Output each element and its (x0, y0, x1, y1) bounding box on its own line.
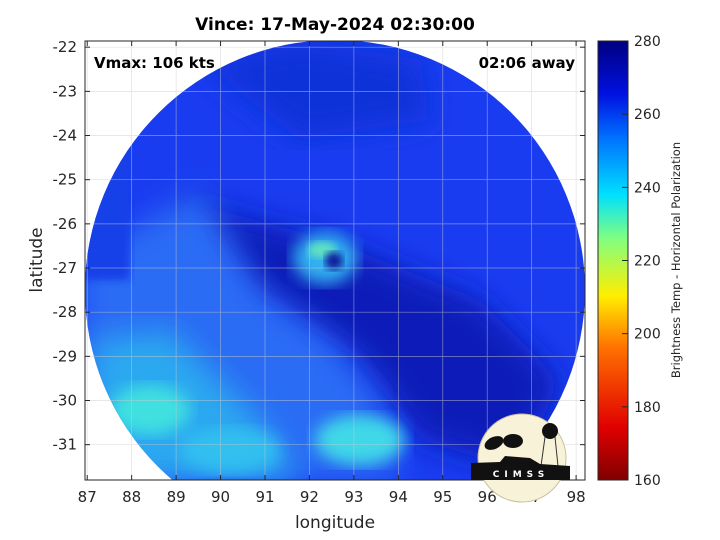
y-tick-label: -23 (53, 82, 78, 100)
colorbar-tick-label: 240 (634, 180, 661, 196)
colorbar-label: Brightness Temp - Horizontal Polarizatio… (669, 142, 683, 378)
colorbar-tick-label: 160 (634, 473, 661, 489)
y-tick-label: -30 (53, 392, 78, 410)
x-tick-label: 87 (78, 488, 97, 506)
x-tick-label: 88 (122, 488, 141, 506)
y-tick-label: -28 (53, 303, 78, 321)
y-tick-label: -29 (53, 347, 78, 365)
x-tick-label: 94 (389, 488, 408, 506)
x-axis-label: longitude (295, 513, 375, 533)
colorbar-tick-label: 220 (634, 254, 661, 270)
axes-box (84, 40, 586, 481)
colorbar-ticks: 160 180 200 220 240 260 280 (622, 34, 661, 489)
y-tick-label: -24 (53, 127, 78, 145)
time-away-annotation: 02:06 away (479, 54, 576, 72)
x-tick-label: 96 (478, 488, 497, 506)
y-tick-label: -26 (53, 215, 78, 233)
colorbar-tick-label: 180 (634, 400, 661, 416)
x-tick-label: 95 (433, 488, 452, 506)
colorbar-tick-label: 200 (634, 327, 661, 343)
satellite-image (85, 41, 585, 480)
x-tick-label: 93 (344, 488, 363, 506)
plot-title: Vince: 17-May-2024 02:30:00 (195, 15, 475, 35)
y-tick-label: -25 (53, 171, 78, 189)
y-tick-label: -22 (53, 38, 78, 56)
y-tick-label: -31 (53, 436, 78, 454)
colorbar-tick-label: 260 (634, 107, 661, 123)
cimss-logo: CIMSS (471, 413, 570, 503)
y-tick-label: -27 (53, 259, 78, 277)
x-tick-label: 89 (167, 488, 186, 506)
x-tick-label: 92 (300, 488, 319, 506)
colorbar-tick-label: 280 (634, 34, 661, 50)
x-tick-label: 98 (567, 488, 586, 506)
x-tick-label: 91 (255, 488, 274, 506)
x-tick-label: 90 (211, 488, 230, 506)
y-axis-label: latitude (27, 227, 47, 292)
logo-text: CIMSS (493, 470, 549, 480)
grid-lines (85, 41, 585, 480)
vmax-annotation: Vmax: 106 kts (94, 54, 215, 72)
